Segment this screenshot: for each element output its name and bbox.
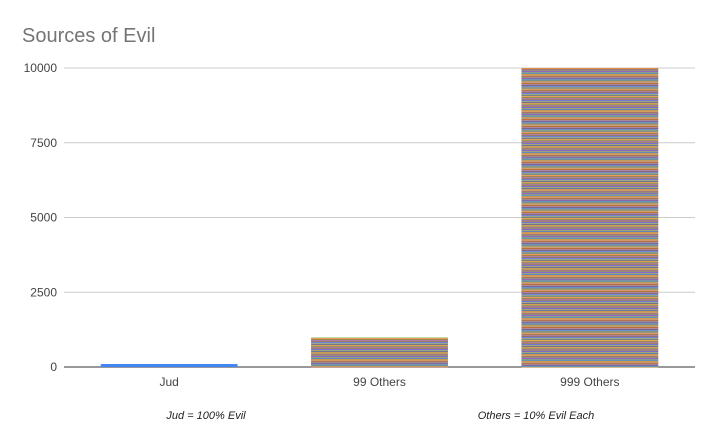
x-tick-label: 999 Others (560, 375, 619, 389)
bar-segment (311, 337, 448, 338)
x-tick-label: Jud (159, 375, 178, 389)
y-axis-ticks: 0 2500 5000 7500 10000 (24, 61, 58, 374)
y-tick-label: 10000 (24, 61, 58, 75)
bar-999-others (521, 68, 659, 368)
x-axis-labels: Jud 99 Others 999 Others (159, 375, 619, 389)
bar-segment (521, 68, 659, 69)
bar-99-others (311, 337, 448, 368)
annotation-jud: Jud = 100% Evil (165, 410, 246, 422)
y-tick-label: 0 (50, 360, 57, 374)
annotations: Jud = 100% Evil Others = 10% Evil Each (165, 410, 594, 422)
bar-segment (100, 364, 238, 367)
x-tick-label: 99 Others (353, 375, 406, 389)
y-tick-label: 7500 (30, 136, 57, 150)
annotation-others: Others = 10% Evil Each (478, 410, 594, 422)
bar-jud (100, 364, 238, 367)
chart-title: Sources of Evil (22, 25, 155, 47)
y-tick-label: 2500 (30, 285, 57, 299)
bars (100, 68, 659, 368)
y-tick-label: 5000 (30, 211, 57, 225)
